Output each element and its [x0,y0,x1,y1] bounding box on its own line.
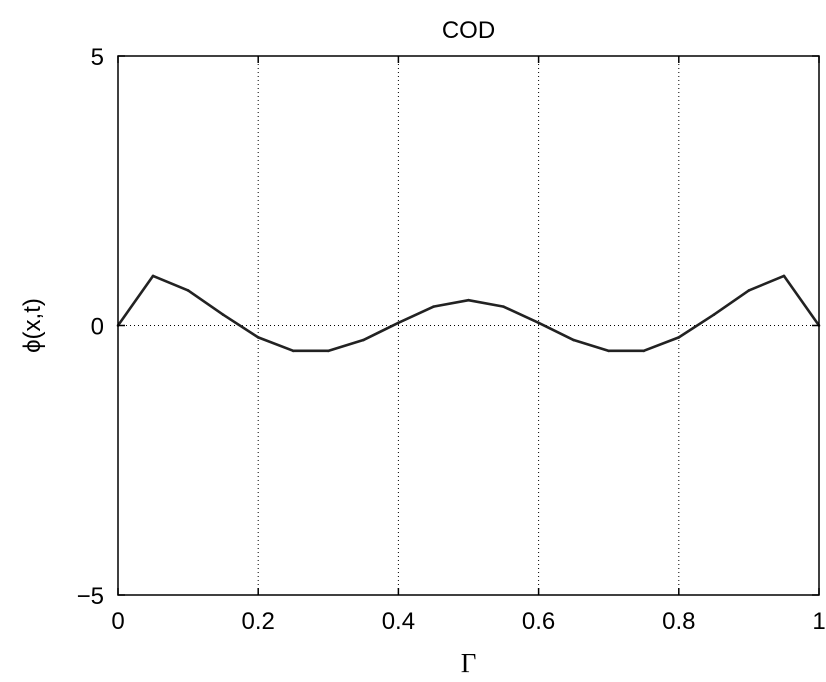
data-point [256,336,260,339]
y-tick-label: 0 [91,314,104,341]
data-point [782,274,786,278]
data-point [362,338,365,342]
data-point [642,349,646,353]
x-tick-label: 0.4 [382,608,415,635]
series-line-0 [116,274,821,353]
x-axis-label: Γ [461,648,477,678]
data-point [432,305,435,308]
data-point [607,349,610,353]
x-tick-label: 1 [812,608,825,635]
y-tick-label: 5 [91,44,104,71]
series-layer [116,274,821,353]
data-point [537,321,540,325]
data-point [291,349,295,353]
data-point [397,321,400,325]
data-point [327,349,330,353]
x-tick-label: 0.8 [662,608,695,635]
data-point [151,274,155,278]
chart-title: COD [442,17,495,44]
x-tick-label: 0 [111,608,124,635]
y-tick-label: −5 [77,583,104,610]
data-point [677,336,681,339]
labels-layer: COD Γ ϕ(x,t) [19,17,495,678]
data-point [572,338,575,342]
ticks-layer: 0 0.2 0.4 0.6 0.8 1 −5 0 5 [77,44,826,635]
x-tick-label: 0.2 [242,608,275,635]
data-point [502,305,505,308]
x-tick-label: 0.6 [522,608,555,635]
data-point [712,313,716,317]
data-point [467,298,470,302]
data-point [186,289,190,292]
data-point [747,289,751,292]
plot-frame [117,55,820,596]
y-axis-label: ϕ(x,t) [19,298,46,353]
grid-layer [118,56,819,595]
data-point [221,313,225,317]
